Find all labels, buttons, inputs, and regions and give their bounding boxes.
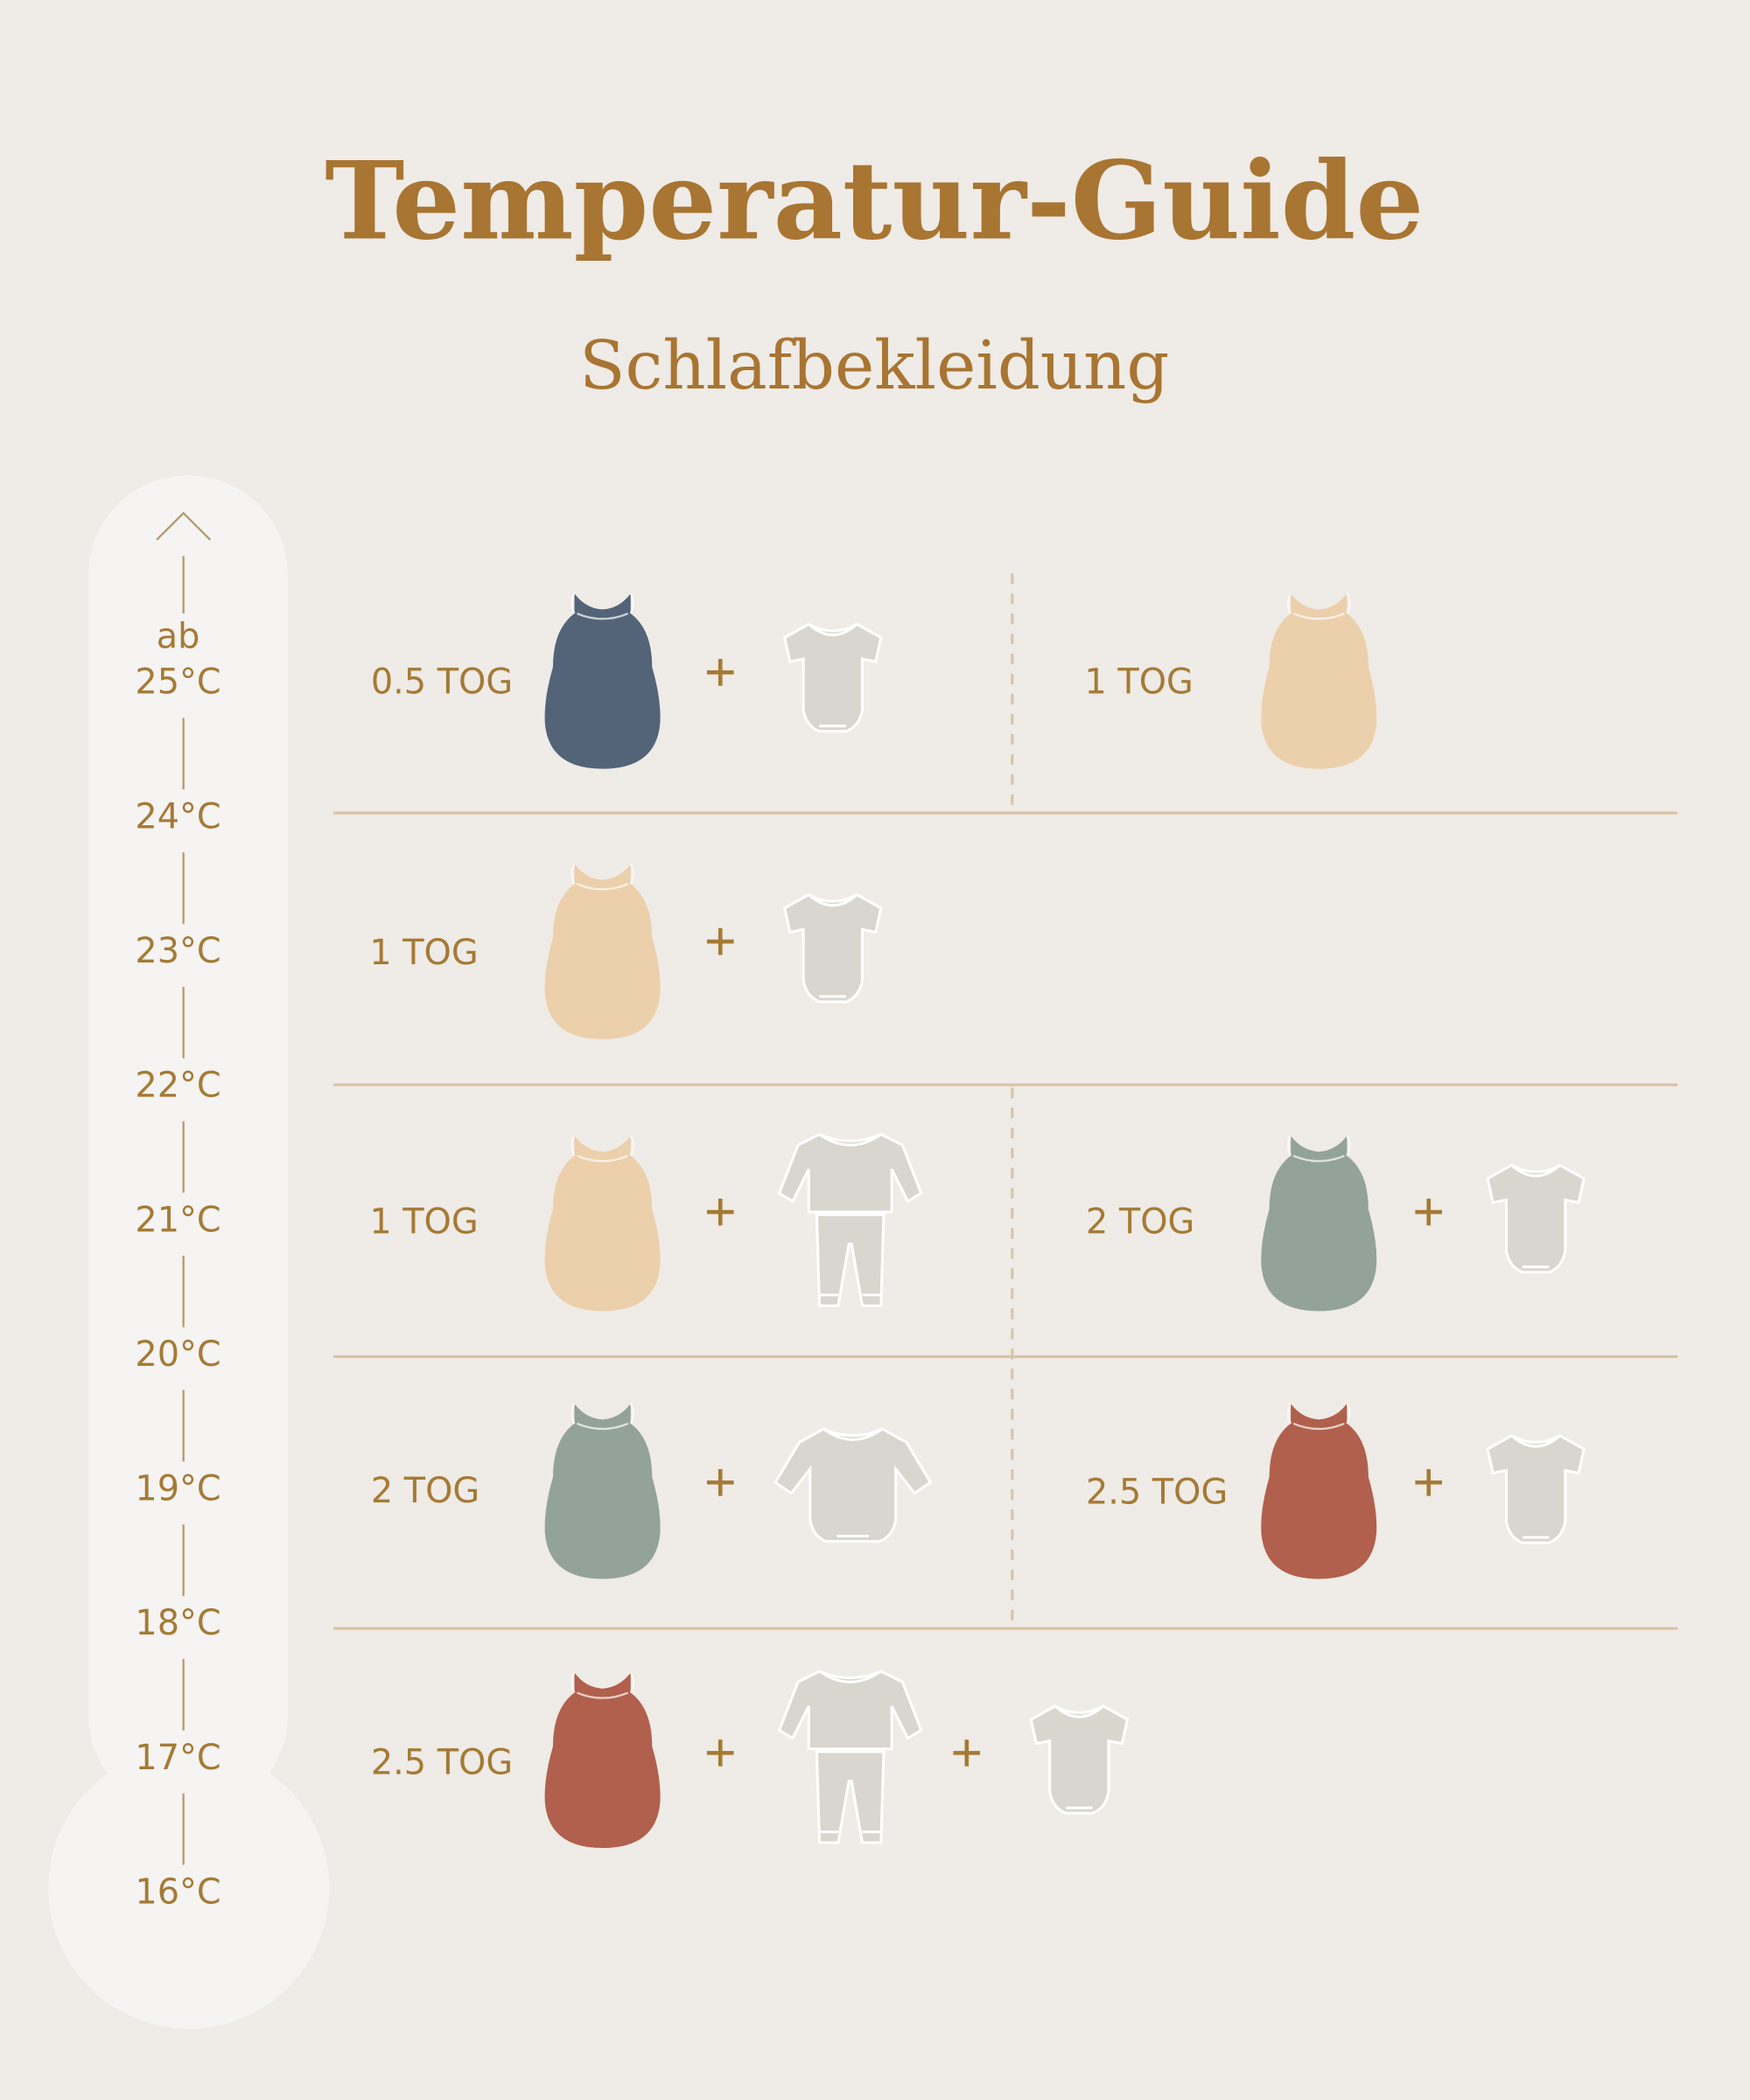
arrow-head — [156, 511, 212, 541]
plus — [706, 659, 734, 686]
scale-label: 21°C — [135, 1200, 220, 1240]
tog-label: 1 TOG — [369, 933, 478, 973]
subtitle: Schlafbekleidung — [579, 327, 1169, 405]
plus — [706, 1468, 734, 1496]
scale-label: 22°C — [135, 1066, 220, 1106]
tog-label: 2.5 TOG — [1086, 1473, 1228, 1513]
plus — [706, 1198, 734, 1226]
tog-label: 0.5 TOG — [371, 662, 513, 703]
scale-label: 24°C — [135, 796, 220, 836]
title: Temperatur-Guide — [325, 138, 1424, 264]
tog-label: 2 TOG — [1086, 1201, 1194, 1242]
tog-label: 1 TOG — [1084, 662, 1193, 703]
scale-label: 25°C — [135, 662, 220, 703]
plus — [953, 1740, 981, 1767]
thermometer-bulb — [48, 1747, 330, 2029]
tog-label: 2 TOG — [371, 1471, 480, 1511]
scale-label: 17°C — [135, 1738, 220, 1778]
tog-label: 2.5 TOG — [371, 1743, 513, 1783]
plus — [706, 928, 734, 956]
scale-prefix: ab — [157, 617, 200, 657]
plus — [706, 1740, 734, 1767]
scale-label: 19°C — [135, 1469, 220, 1509]
tog-label: 1 TOG — [369, 1201, 478, 1242]
scale-label: 23°C — [135, 931, 220, 971]
scale: ab 25°C 24°C 23°C 22°C 21°C 20°C 19°C 18°C 17°C 16… — [135, 556, 221, 1912]
thermometer — [48, 475, 330, 2029]
plus — [1415, 1468, 1443, 1496]
plus — [1415, 1198, 1443, 1226]
grid — [333, 573, 1678, 1630]
scale-label: 20°C — [135, 1334, 220, 1375]
scale-label: 16°C — [135, 1872, 220, 1912]
thermometer-tube — [88, 475, 288, 1815]
scale-label: 18°C — [135, 1603, 220, 1643]
